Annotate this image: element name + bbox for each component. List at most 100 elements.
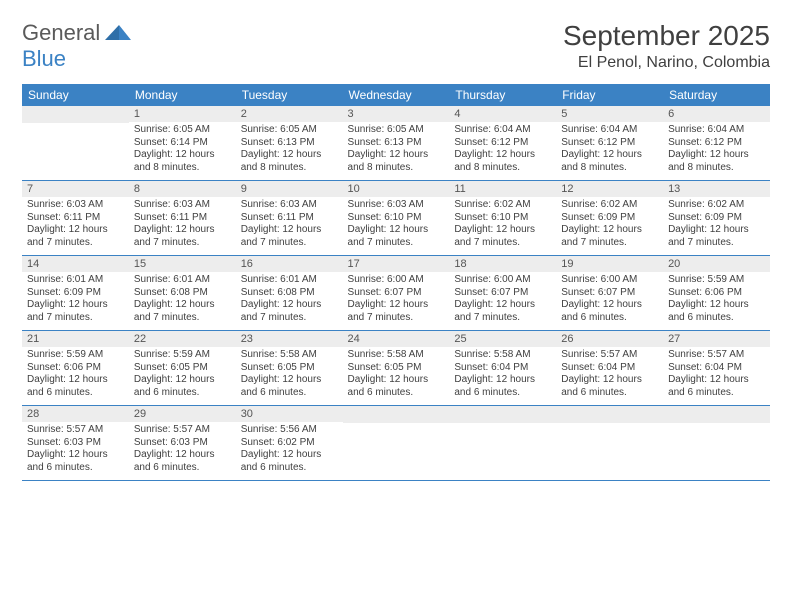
sunrise-line: Sunrise: 6:03 AM [348, 199, 445, 212]
sunrise-line: Sunrise: 6:03 AM [134, 199, 231, 212]
day-number: 17 [343, 256, 450, 272]
calendar-cell: 1Sunrise: 6:05 AMSunset: 6:14 PMDaylight… [129, 106, 236, 181]
calendar-week-row: 1Sunrise: 6:05 AMSunset: 6:14 PMDaylight… [22, 106, 770, 181]
day-details: Sunrise: 6:05 AMSunset: 6:13 PMDaylight:… [343, 122, 450, 180]
day-details: Sunrise: 6:02 AMSunset: 6:09 PMDaylight:… [663, 197, 770, 255]
day-details: Sunrise: 6:00 AMSunset: 6:07 PMDaylight:… [556, 272, 663, 330]
calendar-cell: 13Sunrise: 6:02 AMSunset: 6:09 PMDayligh… [663, 181, 770, 256]
daylight-line: Daylight: 12 hours and 7 minutes. [454, 299, 551, 324]
day-details: Sunrise: 6:02 AMSunset: 6:10 PMDaylight:… [449, 197, 556, 255]
day-details: Sunrise: 6:03 AMSunset: 6:11 PMDaylight:… [22, 197, 129, 255]
sunset-line: Sunset: 6:03 PM [134, 437, 231, 450]
daylight-line: Daylight: 12 hours and 6 minutes. [241, 374, 338, 399]
sunrise-line: Sunrise: 5:59 AM [27, 349, 124, 362]
calendar-cell: 10Sunrise: 6:03 AMSunset: 6:10 PMDayligh… [343, 181, 450, 256]
sunrise-line: Sunrise: 5:56 AM [241, 424, 338, 437]
sunset-line: Sunset: 6:11 PM [134, 212, 231, 225]
weekday-header-row: SundayMondayTuesdayWednesdayThursdayFrid… [22, 84, 770, 106]
calendar-cell: 9Sunrise: 6:03 AMSunset: 6:11 PMDaylight… [236, 181, 343, 256]
calendar-cell: 14Sunrise: 6:01 AMSunset: 6:09 PMDayligh… [22, 256, 129, 331]
calendar-cell: 28Sunrise: 5:57 AMSunset: 6:03 PMDayligh… [22, 406, 129, 481]
sunrise-line: Sunrise: 5:57 AM [134, 424, 231, 437]
weekday-header: Friday [556, 84, 663, 106]
sunrise-line: Sunrise: 6:01 AM [27, 274, 124, 287]
sunset-line: Sunset: 6:13 PM [348, 137, 445, 150]
weekday-header: Wednesday [343, 84, 450, 106]
day-number: 22 [129, 331, 236, 347]
daylight-line: Daylight: 12 hours and 7 minutes. [27, 224, 124, 249]
calendar-cell: 30Sunrise: 5:56 AMSunset: 6:02 PMDayligh… [236, 406, 343, 481]
calendar-cell: 8Sunrise: 6:03 AMSunset: 6:11 PMDaylight… [129, 181, 236, 256]
day-number: 5 [556, 106, 663, 122]
calendar-cell: 29Sunrise: 5:57 AMSunset: 6:03 PMDayligh… [129, 406, 236, 481]
weekday-header: Tuesday [236, 84, 343, 106]
day-number: 10 [343, 181, 450, 197]
daylight-line: Daylight: 12 hours and 7 minutes. [27, 299, 124, 324]
sunrise-line: Sunrise: 6:05 AM [134, 124, 231, 137]
weekday-header: Saturday [663, 84, 770, 106]
sunrise-line: Sunrise: 6:03 AM [27, 199, 124, 212]
day-details: Sunrise: 6:00 AMSunset: 6:07 PMDaylight:… [343, 272, 450, 330]
sunrise-line: Sunrise: 6:03 AM [241, 199, 338, 212]
day-details: Sunrise: 5:57 AMSunset: 6:03 PMDaylight:… [129, 422, 236, 480]
day-details: Sunrise: 6:01 AMSunset: 6:09 PMDaylight:… [22, 272, 129, 330]
calendar-cell: 20Sunrise: 5:59 AMSunset: 6:06 PMDayligh… [663, 256, 770, 331]
day-number: 4 [449, 106, 556, 122]
sunset-line: Sunset: 6:12 PM [668, 137, 765, 150]
sunrise-line: Sunrise: 6:04 AM [561, 124, 658, 137]
calendar-cell: 11Sunrise: 6:02 AMSunset: 6:10 PMDayligh… [449, 181, 556, 256]
daylight-line: Daylight: 12 hours and 7 minutes. [561, 224, 658, 249]
day-details: Sunrise: 5:58 AMSunset: 6:05 PMDaylight:… [343, 347, 450, 405]
day-number: 30 [236, 406, 343, 422]
sunset-line: Sunset: 6:09 PM [561, 212, 658, 225]
day-number [663, 406, 770, 423]
title-block: September 2025 El Penol, Narino, Colombi… [563, 20, 770, 72]
daylight-line: Daylight: 12 hours and 7 minutes. [348, 224, 445, 249]
day-details: Sunrise: 6:05 AMSunset: 6:13 PMDaylight:… [236, 122, 343, 180]
calendar-cell: 16Sunrise: 6:01 AMSunset: 6:08 PMDayligh… [236, 256, 343, 331]
day-number: 7 [22, 181, 129, 197]
sunrise-line: Sunrise: 5:58 AM [348, 349, 445, 362]
day-number: 16 [236, 256, 343, 272]
sunset-line: Sunset: 6:05 PM [241, 362, 338, 375]
day-details: Sunrise: 5:59 AMSunset: 6:05 PMDaylight:… [129, 347, 236, 405]
calendar-week-row: 14Sunrise: 6:01 AMSunset: 6:09 PMDayligh… [22, 256, 770, 331]
sunrise-line: Sunrise: 6:00 AM [454, 274, 551, 287]
sunrise-line: Sunrise: 5:59 AM [668, 274, 765, 287]
day-number: 1 [129, 106, 236, 122]
sunrise-line: Sunrise: 5:57 AM [561, 349, 658, 362]
daylight-line: Daylight: 12 hours and 6 minutes. [668, 374, 765, 399]
sunset-line: Sunset: 6:02 PM [241, 437, 338, 450]
calendar-week-row: 21Sunrise: 5:59 AMSunset: 6:06 PMDayligh… [22, 331, 770, 406]
calendar-cell [449, 406, 556, 481]
day-number: 11 [449, 181, 556, 197]
weekday-header: Monday [129, 84, 236, 106]
day-number: 2 [236, 106, 343, 122]
sunset-line: Sunset: 6:07 PM [454, 287, 551, 300]
daylight-line: Daylight: 12 hours and 6 minutes. [454, 374, 551, 399]
day-details: Sunrise: 5:58 AMSunset: 6:04 PMDaylight:… [449, 347, 556, 405]
calendar-cell: 17Sunrise: 6:00 AMSunset: 6:07 PMDayligh… [343, 256, 450, 331]
day-details: Sunrise: 5:57 AMSunset: 6:04 PMDaylight:… [556, 347, 663, 405]
sunset-line: Sunset: 6:05 PM [134, 362, 231, 375]
sunrise-line: Sunrise: 5:57 AM [668, 349, 765, 362]
day-number: 3 [343, 106, 450, 122]
logo-word-2: Blue [22, 46, 66, 71]
day-details: Sunrise: 5:57 AMSunset: 6:04 PMDaylight:… [663, 347, 770, 405]
month-title: September 2025 [563, 20, 770, 52]
daylight-line: Daylight: 12 hours and 6 minutes. [134, 374, 231, 399]
sunset-line: Sunset: 6:08 PM [134, 287, 231, 300]
daylight-line: Daylight: 12 hours and 7 minutes. [241, 224, 338, 249]
day-number: 29 [129, 406, 236, 422]
sunset-line: Sunset: 6:06 PM [668, 287, 765, 300]
calendar-week-row: 7Sunrise: 6:03 AMSunset: 6:11 PMDaylight… [22, 181, 770, 256]
sunset-line: Sunset: 6:08 PM [241, 287, 338, 300]
daylight-line: Daylight: 12 hours and 6 minutes. [561, 299, 658, 324]
day-details: Sunrise: 6:01 AMSunset: 6:08 PMDaylight:… [129, 272, 236, 330]
sunrise-line: Sunrise: 5:59 AM [134, 349, 231, 362]
day-number: 6 [663, 106, 770, 122]
calendar-cell: 19Sunrise: 6:00 AMSunset: 6:07 PMDayligh… [556, 256, 663, 331]
sunset-line: Sunset: 6:09 PM [27, 287, 124, 300]
sunset-line: Sunset: 6:05 PM [348, 362, 445, 375]
day-details: Sunrise: 5:58 AMSunset: 6:05 PMDaylight:… [236, 347, 343, 405]
